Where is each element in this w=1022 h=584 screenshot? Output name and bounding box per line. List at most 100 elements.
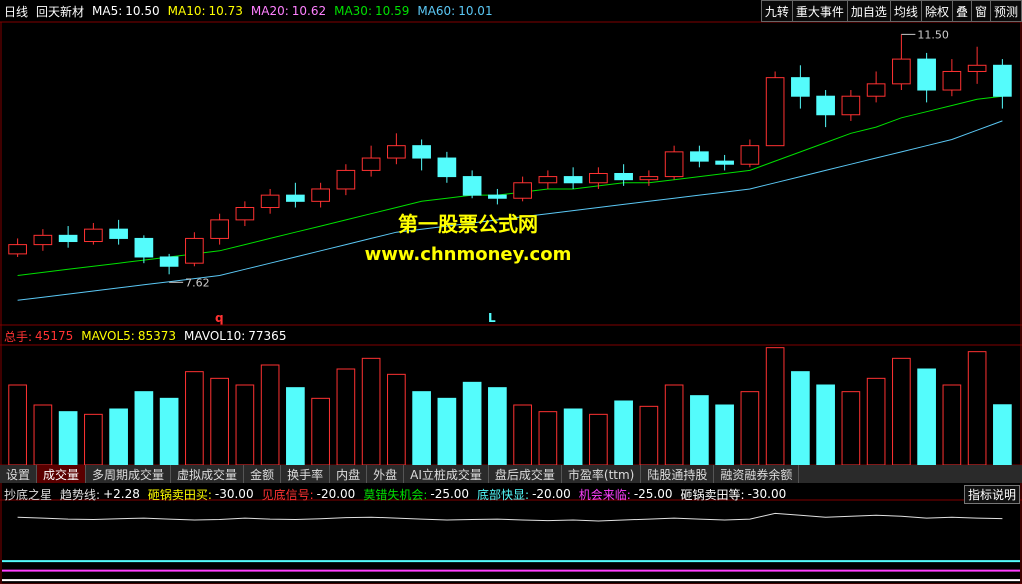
volume-bar [134, 391, 154, 466]
legend-name: MA20: [250, 4, 289, 18]
toolbar-button[interactable]: 加自选 [846, 0, 891, 22]
volume-bar [690, 395, 709, 466]
volume-bar [993, 404, 1012, 466]
watermark-url: www.chnmoney.com [364, 244, 572, 265]
candle-body [816, 95, 835, 116]
volume-bar [437, 397, 457, 466]
volume-bar [942, 384, 962, 466]
ma-line [17, 95, 1003, 276]
candle-body [109, 228, 128, 239]
candle-body [387, 145, 406, 159]
volume-bar [387, 373, 406, 466]
tab[interactable]: 陆股通持股 [641, 465, 715, 483]
candle-body [159, 256, 179, 267]
candle-body [311, 188, 330, 202]
volume-legend: 总手: 45175 MAVOL5: 85373 MAVOL10: 77365 [4, 327, 286, 345]
volume-bar [210, 377, 229, 466]
ma-line [17, 120, 1003, 301]
tab[interactable]: 市盈率(ttm) [562, 465, 642, 483]
toolbar-button[interactable]: 均线 [889, 0, 922, 22]
tab[interactable]: 融资融券余额 [714, 465, 800, 483]
candle-body [8, 244, 27, 255]
volume-bar [58, 411, 78, 466]
candle-body [33, 234, 53, 246]
tab[interactable]: 成交量 [37, 465, 87, 483]
period[interactable]: 日线 [4, 4, 29, 19]
tab[interactable]: 金额 [244, 465, 282, 483]
candle-body [892, 58, 911, 85]
tab[interactable]: 内盘 [330, 465, 368, 483]
toolbar-button[interactable]: 预测 [989, 0, 1022, 22]
toolbar-button[interactable]: 叠 [951, 0, 972, 22]
volume-bar [235, 384, 255, 466]
candle-body [841, 95, 861, 116]
tab[interactable]: 外盘 [367, 465, 405, 483]
tab[interactable]: 盘后成交量 [489, 465, 562, 483]
annotation-label: 7.62 [185, 276, 210, 289]
toolbar: 九转 重大事件 加自选 均线 除权叠窗预测 [760, 0, 1022, 22]
candle-body [260, 194, 280, 209]
volume-bar [967, 351, 987, 466]
toolbar-button[interactable]: 窗 [970, 0, 991, 22]
candle-body [210, 219, 229, 239]
volume-bar [866, 377, 886, 466]
legend-name: MAVOL10: [184, 329, 246, 343]
toolbar-button[interactable]: 除权 [920, 0, 953, 22]
candle-body [664, 151, 684, 178]
volume-bar [311, 397, 330, 466]
tab[interactable]: AI立桩成交量 [404, 465, 489, 483]
candle-body [563, 176, 583, 184]
candle-body [791, 77, 810, 97]
legend-name: MA30: [334, 4, 372, 18]
candle-body [589, 173, 608, 184]
tab[interactable]: 设置 [0, 465, 38, 483]
legend-name: 底部快显: [477, 487, 530, 502]
legend-value: -20.00 [316, 487, 356, 501]
tab-bar: 设置 成交量 多周期成交量 虚拟成交量 金额 换手率 内盘 外盘 AI立桩成交量 盘后成交量 市盈率… [0, 465, 1022, 483]
legend-value: 85373 [137, 329, 177, 343]
legend-value: 10.73 [208, 4, 243, 18]
price-legend: 日线 回天新材 MA5: 10.50 MA10: 10.73 MA20: 10.62 MA3… [4, 2, 493, 20]
tab[interactable]: 多周期成交量 [86, 465, 172, 483]
volume-bar [538, 411, 558, 466]
legend-value: 10.01 [458, 4, 493, 18]
marker: L [488, 311, 496, 325]
candle-body [942, 70, 962, 91]
volume-bar [791, 371, 810, 466]
volume-bar [892, 357, 911, 466]
legend-name: 莫错失机会: [363, 487, 428, 502]
candle-body [84, 228, 103, 243]
legend-name: MA60: [417, 4, 456, 18]
tab[interactable]: 换手率 [281, 465, 331, 483]
candle-body [336, 169, 356, 190]
toolbar-button[interactable]: 重大事件 [791, 0, 848, 22]
candle-body [614, 173, 633, 181]
candle-body [690, 151, 709, 162]
annotation-label: 11.50 [917, 28, 949, 41]
volume-bar [412, 391, 431, 466]
volume-bar [8, 384, 27, 466]
tab[interactable]: 虚拟成交量 [171, 465, 245, 483]
candle-body [917, 58, 936, 91]
volume-bar [513, 404, 532, 466]
legend-name: 砸锅卖田等: [680, 487, 745, 502]
help-button[interactable]: 指标说明 [963, 485, 1020, 504]
marker: q [215, 311, 224, 325]
legend-name: 机会来临: [578, 487, 631, 502]
candle-body [462, 176, 482, 196]
legend-name: 见底信号: [261, 487, 314, 502]
candle-body [740, 145, 760, 165]
stock-name: 回天新材 [36, 4, 85, 19]
candle-body [513, 182, 532, 199]
volume-bar [917, 368, 936, 466]
legend-value: 45175 [35, 329, 74, 343]
toolbar-button[interactable]: 九转 [760, 0, 793, 22]
legend-name: MA10: [167, 4, 206, 18]
candle-body [639, 176, 659, 181]
volume-bar [462, 381, 482, 466]
candle-body [286, 194, 305, 202]
legend-value: -30.00 [747, 487, 787, 501]
indicator-name: 抄底之星 [4, 487, 53, 502]
legend-name: 总手: [4, 329, 33, 344]
candle-body [765, 77, 785, 147]
